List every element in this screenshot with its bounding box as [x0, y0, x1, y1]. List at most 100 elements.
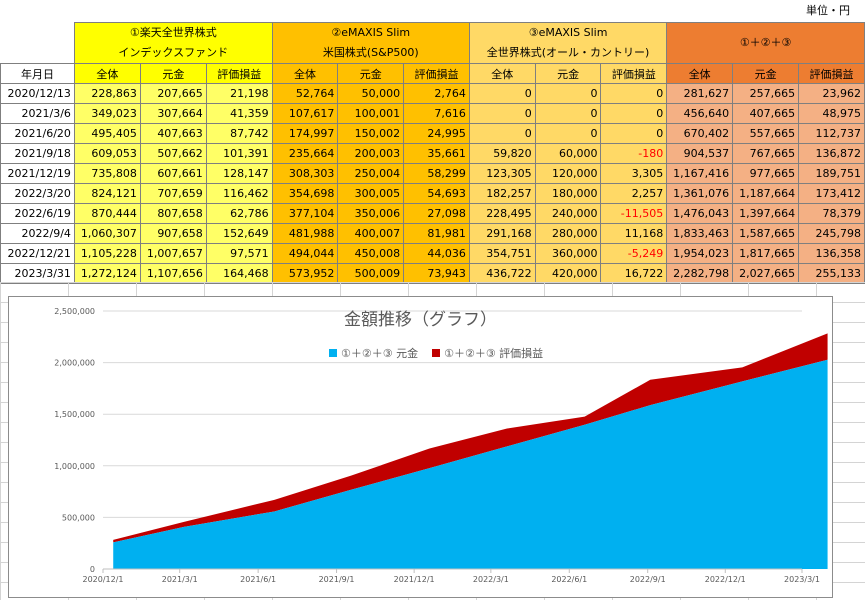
value-cell[interactable]: 44,036 [403, 243, 470, 264]
value-cell[interactable]: 377,104 [271, 203, 339, 224]
value-cell[interactable]: 500,009 [337, 263, 405, 284]
value-cell[interactable]: 21,198 [205, 83, 273, 104]
value-cell[interactable]: 24,995 [403, 123, 470, 144]
value-cell[interactable]: 50,000 [337, 83, 405, 104]
group-header-1[interactable]: ①楽天全世界株式 インデックスファンド [73, 22, 273, 64]
value-cell[interactable]: 182,257 [468, 183, 536, 204]
value-cell[interactable]: -11,505 [600, 203, 668, 224]
value-cell[interactable]: 609,053 [73, 143, 141, 164]
value-cell[interactable]: 767,665 [732, 143, 800, 164]
column-header-cell[interactable]: 元金 [732, 63, 800, 84]
value-cell[interactable]: 0 [468, 103, 536, 124]
value-cell[interactable]: 250,004 [337, 163, 405, 184]
column-header-cell[interactable]: 元金 [337, 63, 405, 84]
value-cell[interactable]: 0 [468, 83, 536, 104]
value-cell[interactable]: 1,007,657 [139, 243, 207, 264]
column-header-cell[interactable]: 評価損益 [403, 63, 470, 84]
value-cell[interactable]: 87,742 [205, 123, 273, 144]
value-cell[interactable]: 507,662 [139, 143, 207, 164]
header-blank-cell[interactable] [0, 22, 75, 64]
value-cell[interactable]: 456,640 [666, 103, 734, 124]
column-header-cell[interactable]: 全体 [73, 63, 141, 84]
value-cell[interactable]: 495,405 [73, 123, 141, 144]
value-cell[interactable]: 1,105,228 [73, 243, 141, 264]
value-cell[interactable]: 1,817,665 [732, 243, 800, 264]
value-cell[interactable]: 235,664 [271, 143, 339, 164]
value-cell[interactable]: 354,751 [468, 243, 536, 264]
value-cell[interactable]: 245,798 [798, 223, 865, 244]
date-cell[interactable]: 2023/3/31 [0, 263, 75, 284]
value-cell[interactable]: 150,002 [337, 123, 405, 144]
value-cell[interactable]: 354,698 [271, 183, 339, 204]
value-cell[interactable]: 870,444 [73, 203, 141, 224]
value-cell[interactable]: 300,005 [337, 183, 405, 204]
date-cell[interactable]: 2021/9/18 [0, 143, 75, 164]
value-cell[interactable]: 0 [600, 83, 668, 104]
value-cell[interactable]: 907,658 [139, 223, 207, 244]
value-cell[interactable]: 407,663 [139, 123, 207, 144]
value-cell[interactable]: 228,863 [73, 83, 141, 104]
value-cell[interactable]: 280,000 [534, 223, 602, 244]
value-cell[interactable]: 1,361,076 [666, 183, 734, 204]
value-cell[interactable]: 97,571 [205, 243, 273, 264]
date-cell[interactable]: 2020/12/13 [0, 83, 75, 104]
value-cell[interactable]: 450,008 [337, 243, 405, 264]
value-cell[interactable]: 494,044 [271, 243, 339, 264]
value-cell[interactable]: 23,962 [798, 83, 865, 104]
value-cell[interactable]: 112,737 [798, 123, 865, 144]
value-cell[interactable]: 11,168 [600, 223, 668, 244]
value-cell[interactable]: 436,722 [468, 263, 536, 284]
column-header-cell[interactable]: 評価損益 [798, 63, 865, 84]
value-cell[interactable]: 3,305 [600, 163, 668, 184]
column-header-cell[interactable]: 元金 [139, 63, 207, 84]
value-cell[interactable]: 123,305 [468, 163, 536, 184]
value-cell[interactable]: 54,693 [403, 183, 470, 204]
value-cell[interactable]: 0 [534, 83, 602, 104]
value-cell[interactable]: 73,943 [403, 263, 470, 284]
value-cell[interactable]: 1,060,307 [73, 223, 141, 244]
value-cell[interactable]: -180 [600, 143, 668, 164]
value-cell[interactable]: 62,786 [205, 203, 273, 224]
value-cell[interactable]: 735,808 [73, 163, 141, 184]
value-cell[interactable]: 152,649 [205, 223, 273, 244]
value-cell[interactable]: 824,121 [73, 183, 141, 204]
value-cell[interactable]: 281,627 [666, 83, 734, 104]
value-cell[interactable]: 904,537 [666, 143, 734, 164]
value-cell[interactable]: 189,751 [798, 163, 865, 184]
value-cell[interactable]: 400,007 [337, 223, 405, 244]
value-cell[interactable]: 1,397,664 [732, 203, 800, 224]
value-cell[interactable]: -5,249 [600, 243, 668, 264]
value-cell[interactable]: 291,168 [468, 223, 536, 244]
value-cell[interactable]: 573,952 [271, 263, 339, 284]
value-cell[interactable]: 107,617 [271, 103, 339, 124]
value-cell[interactable]: 59,820 [468, 143, 536, 164]
value-cell[interactable]: 407,665 [732, 103, 800, 124]
value-cell[interactable]: 1,833,463 [666, 223, 734, 244]
value-cell[interactable]: 308,303 [271, 163, 339, 184]
value-cell[interactable]: 0 [534, 103, 602, 124]
value-cell[interactable]: 350,006 [337, 203, 405, 224]
value-cell[interactable]: 0 [600, 123, 668, 144]
value-cell[interactable]: 349,023 [73, 103, 141, 124]
date-cell[interactable]: 2021/12/19 [0, 163, 75, 184]
value-cell[interactable]: 0 [468, 123, 536, 144]
value-cell[interactable]: 120,000 [534, 163, 602, 184]
value-cell[interactable]: 807,658 [139, 203, 207, 224]
value-cell[interactable]: 1,954,023 [666, 243, 734, 264]
value-cell[interactable]: 128,147 [205, 163, 273, 184]
date-cell[interactable]: 2022/9/4 [0, 223, 75, 244]
value-cell[interactable]: 7,616 [403, 103, 470, 124]
date-cell[interactable]: 2022/3/20 [0, 183, 75, 204]
group-header-4[interactable]: ①＋②＋③ [666, 22, 865, 64]
value-cell[interactable]: 1,107,656 [139, 263, 207, 284]
value-cell[interactable]: 116,462 [205, 183, 273, 204]
value-cell[interactable]: 101,391 [205, 143, 273, 164]
value-cell[interactable]: 164,468 [205, 263, 273, 284]
value-cell[interactable]: 1,476,043 [666, 203, 734, 224]
value-cell[interactable]: 58,299 [403, 163, 470, 184]
value-cell[interactable]: 173,412 [798, 183, 865, 204]
column-header-cell[interactable]: 全体 [468, 63, 536, 84]
value-cell[interactable]: 81,981 [403, 223, 470, 244]
value-cell[interactable]: 35,661 [403, 143, 470, 164]
date-header-cell[interactable]: 年月日 [0, 63, 75, 84]
